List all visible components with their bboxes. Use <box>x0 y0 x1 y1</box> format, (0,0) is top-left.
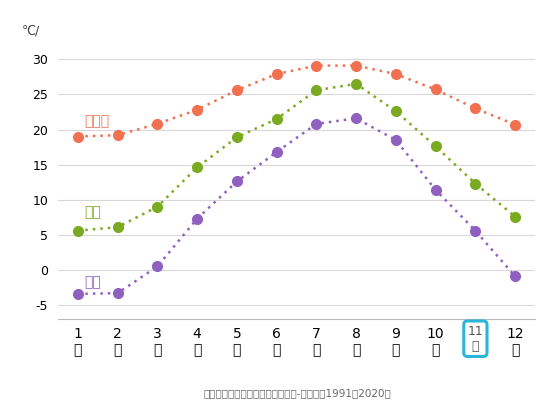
Text: 札幌: 札幌 <box>84 276 101 290</box>
Text: 石垣島: 石垣島 <box>84 114 109 128</box>
Text: 11
月: 11 月 <box>468 325 483 353</box>
Text: 出典：気象庁　過去の地域データ-平均値（1991～2020）: 出典：気象庁 過去の地域データ-平均値（1991～2020） <box>203 388 391 398</box>
Text: 東京: 東京 <box>84 206 101 220</box>
Text: ℃/: ℃/ <box>22 24 41 37</box>
